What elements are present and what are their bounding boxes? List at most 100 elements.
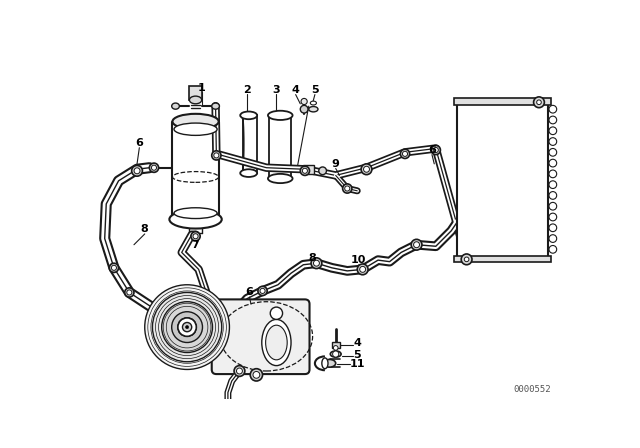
Circle shape [549,105,557,113]
Ellipse shape [189,96,202,104]
Circle shape [549,213,557,221]
Ellipse shape [170,210,221,228]
Circle shape [549,224,557,232]
Circle shape [314,260,319,266]
Circle shape [549,246,557,253]
Circle shape [301,99,307,104]
Circle shape [250,369,262,381]
Bar [303,165,314,174]
Circle shape [360,267,365,272]
Text: 7: 7 [192,240,200,250]
Ellipse shape [240,169,257,177]
Circle shape [234,366,245,376]
Text: 9: 9 [332,159,340,169]
Circle shape [152,165,157,170]
Circle shape [260,289,265,293]
Circle shape [537,100,541,104]
Ellipse shape [330,351,341,357]
Text: 5: 5 [353,350,361,360]
Circle shape [152,293,221,362]
Circle shape [258,286,267,296]
Circle shape [342,184,352,193]
Ellipse shape [174,123,217,135]
Circle shape [364,166,369,172]
Circle shape [191,232,200,241]
Circle shape [345,186,350,191]
Circle shape [134,168,140,174]
Ellipse shape [262,319,291,366]
Circle shape [549,116,557,124]
Circle shape [145,285,230,370]
Text: 6: 6 [428,145,436,155]
Circle shape [178,318,196,336]
Ellipse shape [212,103,220,109]
Ellipse shape [172,103,179,109]
Circle shape [464,257,469,262]
Text: 8: 8 [141,224,148,234]
Circle shape [193,234,198,239]
Circle shape [302,168,307,173]
Circle shape [214,153,219,158]
Circle shape [461,254,472,265]
Circle shape [549,148,557,156]
Circle shape [411,239,422,250]
Bar [454,99,551,104]
Ellipse shape [310,101,316,105]
Bar [332,342,340,348]
Circle shape [311,258,322,269]
Text: 4: 4 [353,338,361,348]
Circle shape [300,166,310,176]
Circle shape [549,127,557,134]
Ellipse shape [172,114,219,129]
Circle shape [300,105,308,113]
Text: 2: 2 [243,85,251,95]
Circle shape [401,149,410,159]
Circle shape [333,345,338,350]
Ellipse shape [240,112,257,119]
Circle shape [549,170,557,178]
Circle shape [549,159,557,167]
Ellipse shape [268,174,292,183]
Text: 1: 1 [198,83,205,94]
Text: 6: 6 [246,288,253,297]
Text: 6: 6 [136,138,143,148]
Text: 4: 4 [292,85,300,95]
Circle shape [186,326,189,329]
Circle shape [357,264,368,275]
Ellipse shape [266,325,287,360]
Ellipse shape [308,107,318,112]
Bar [458,100,548,258]
Circle shape [182,323,192,332]
Text: 11: 11 [349,359,365,369]
Circle shape [549,138,557,146]
Ellipse shape [268,111,292,120]
Circle shape [403,151,408,156]
Circle shape [431,146,440,155]
Bar [454,256,551,263]
Circle shape [125,288,134,297]
Circle shape [162,302,212,353]
Circle shape [361,164,372,175]
Circle shape [111,265,116,270]
Text: 5: 5 [311,85,319,95]
Circle shape [413,242,419,248]
Circle shape [549,202,557,210]
Circle shape [319,167,326,175]
Circle shape [270,307,283,319]
Text: 0000552: 0000552 [514,385,551,394]
Circle shape [534,97,545,108]
Circle shape [333,351,339,357]
Circle shape [237,368,243,374]
Bar [189,86,202,100]
Ellipse shape [174,208,217,219]
Circle shape [212,151,221,160]
Ellipse shape [323,359,336,367]
Circle shape [549,235,557,242]
Circle shape [172,312,202,343]
Circle shape [549,181,557,189]
Circle shape [109,263,118,272]
Circle shape [149,163,159,172]
Circle shape [433,147,438,153]
Text: 10: 10 [351,255,367,265]
Text: 8: 8 [308,253,316,263]
